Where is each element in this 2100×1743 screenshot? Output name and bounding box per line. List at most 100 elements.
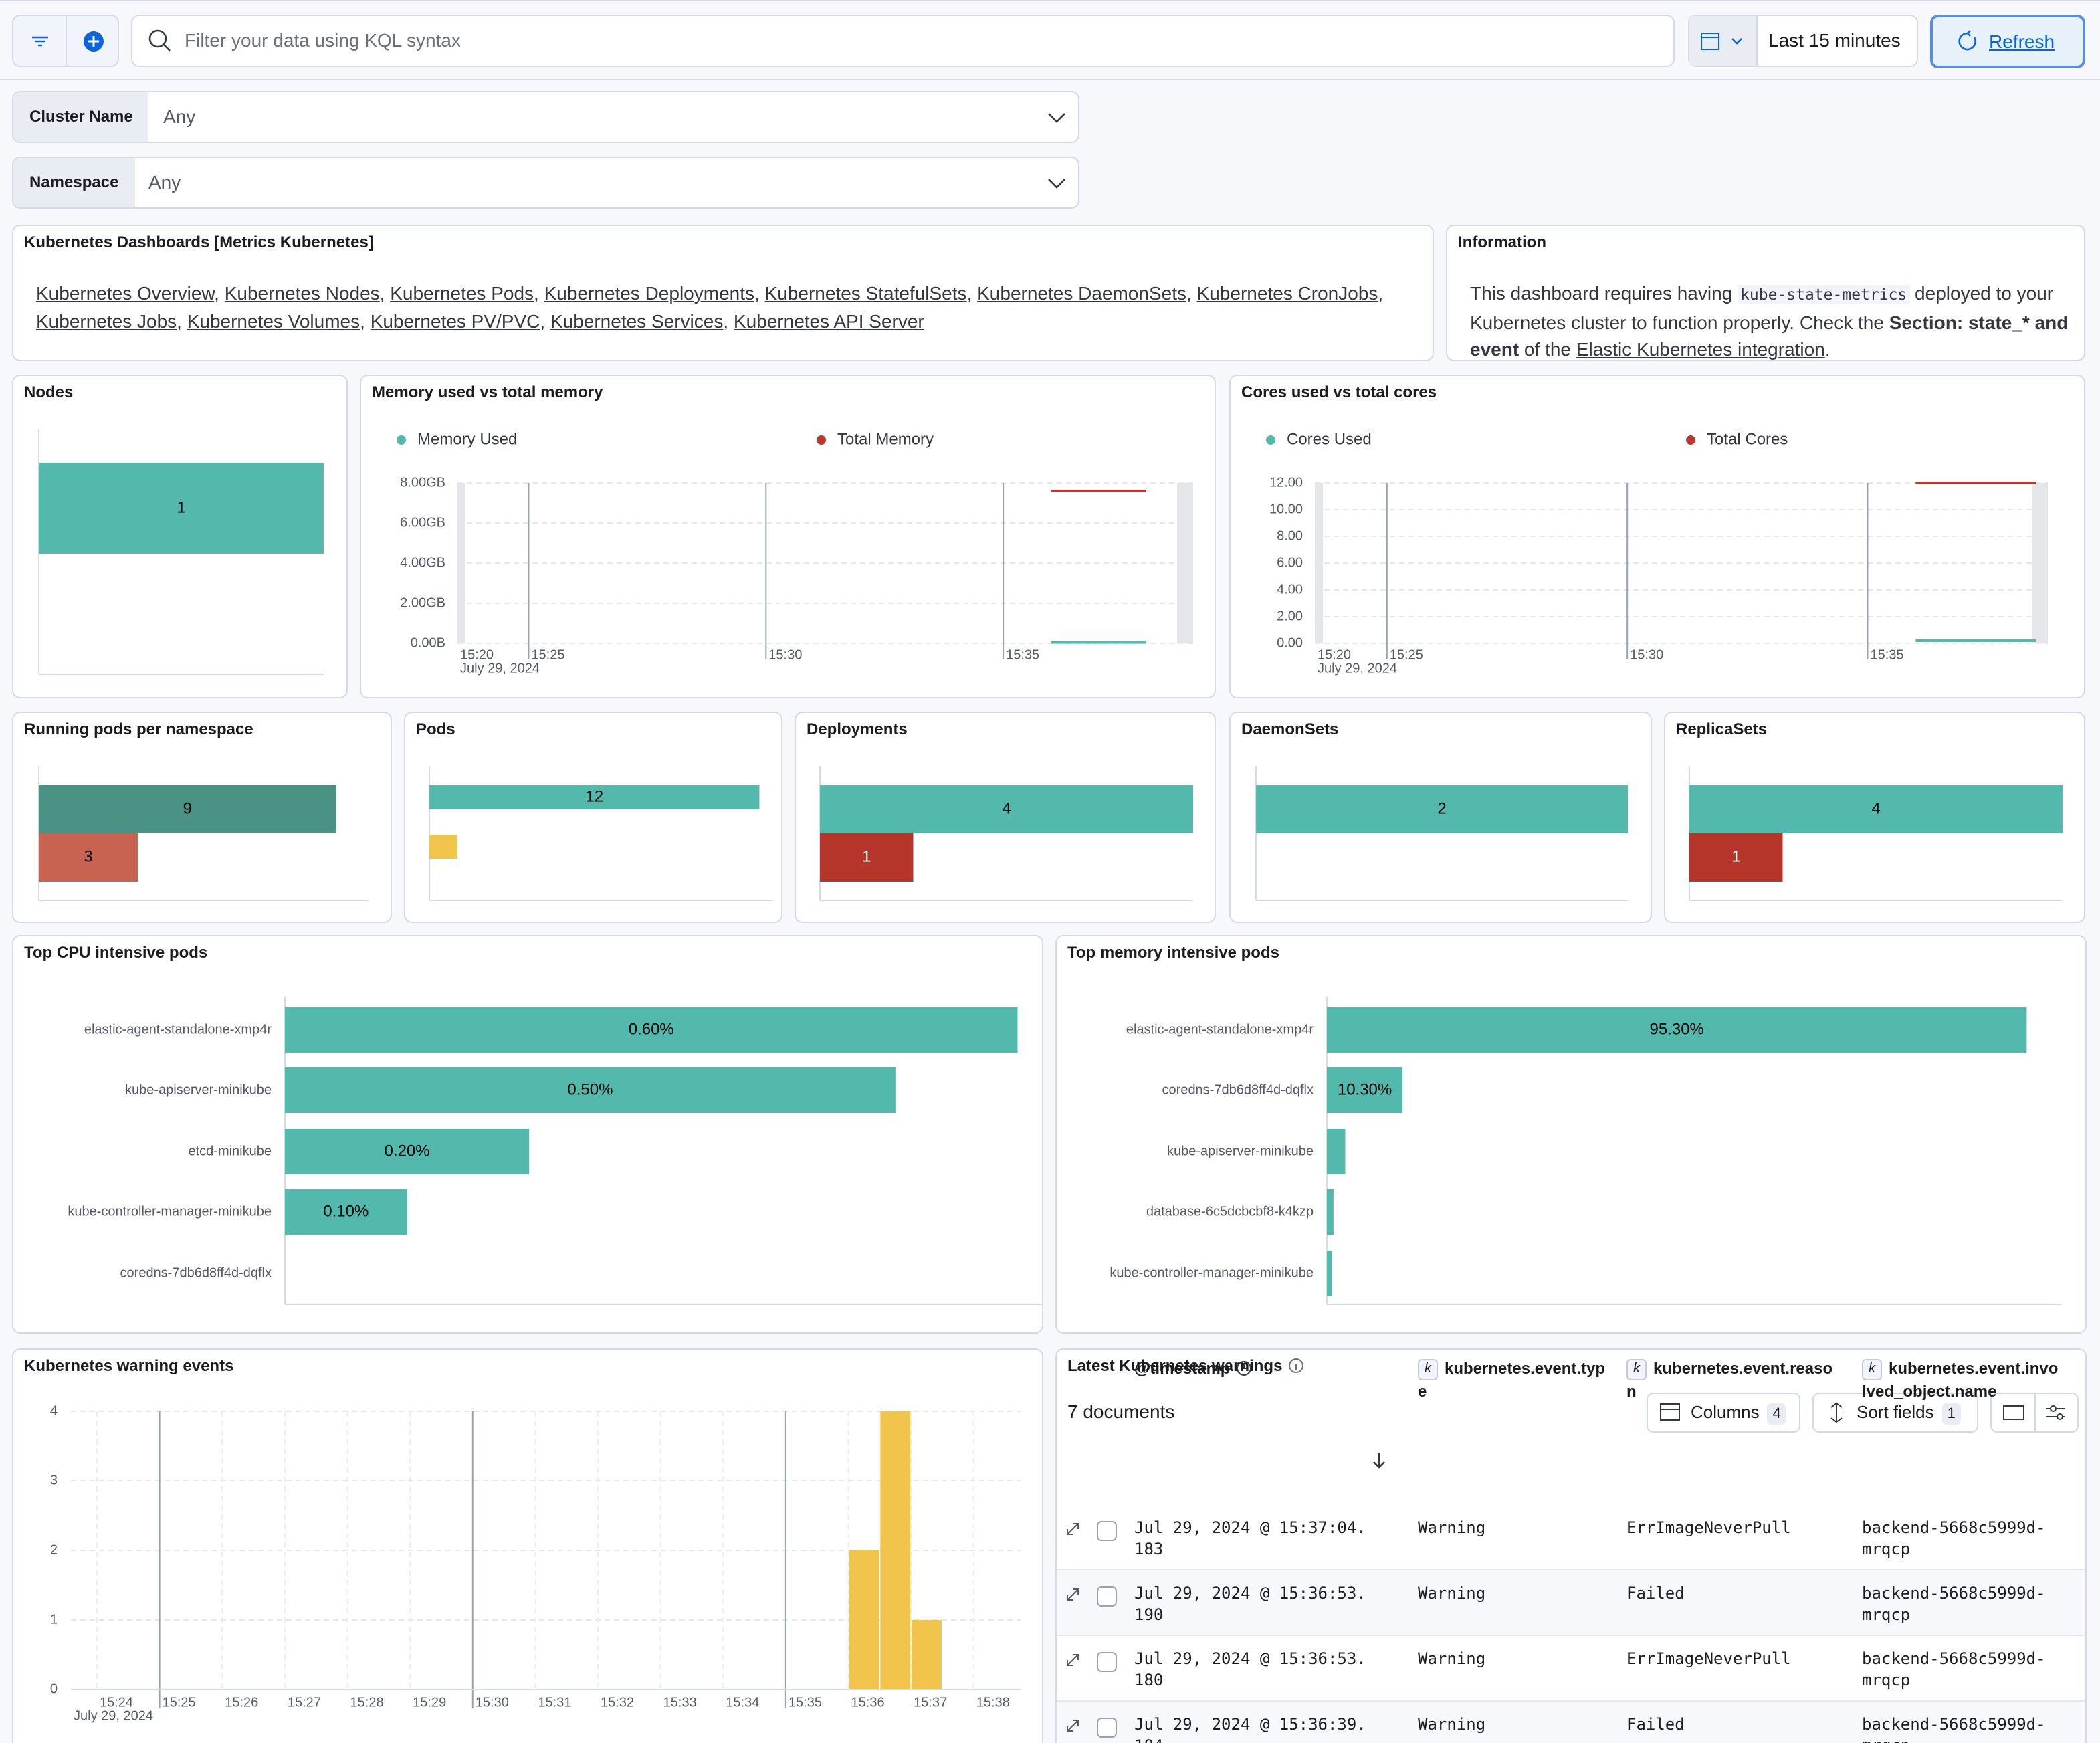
chevron [1048,113,1065,123]
column-header[interactable]: k kubernetes.event.type [1418,1358,1612,1402]
table-row: Jul 29, 2024 @ 15:36:53.180 Warning ErrIma… [1057,1636,2085,1702]
control-value: Any [163,106,196,127]
table-cell: Warning [1418,1584,1486,1603]
dashboard-link[interactable]: Kubernetes Nodes [224,282,380,304]
table-cell: Warning [1418,1649,1486,1668]
search-icon [148,29,171,52]
legend-label[interactable]: Memory Used [417,430,517,448]
value-label: 1 [177,498,185,516]
dashboard-link[interactable]: Kubernetes Deployments [544,282,754,304]
dashboard-link[interactable]: Kubernetes Overview [36,282,215,304]
display-buttons[interactable] [1990,1393,2079,1433]
y-tick-label: 8.00 [1277,528,1303,543]
refresh-button[interactable]: Refresh [1930,15,2085,68]
table-cell: ErrImageNeverPull [1626,1518,1791,1537]
namespace-control[interactable]: Namespace Any [12,157,1079,209]
y-tick-label: 4.00 [1277,582,1303,597]
separator: , [177,310,187,331]
x-tick-label: 15:38 [976,1695,1010,1710]
panel-title: Kubernetes warning events [24,1356,234,1375]
refresh-icon [1958,30,1976,51]
chart-panel: 2 DaemonSets [1229,712,1652,923]
chart: elastic-agent-standalone-xmp4r 0.60% kube-… [68,997,1042,1305]
row-controls [1067,1586,1117,1607]
y-tick-label: 4 [50,1403,58,1418]
time-range[interactable]: Last 15 minutes [1768,29,1901,51]
chart-panel: 0 1 2 3 4 15:24 15:25 15:26 15:27 15:28 15:29 15:30… [12,1348,1043,1743]
panel-title: Top memory intensive pods [1067,943,1279,962]
bar [39,833,138,882]
chart-panel: elastic-agent-standalone-xmp4r 95.30% core… [1055,935,2087,1334]
dashboard-link[interactable]: Kubernetes Volumes [187,310,360,331]
column-header[interactable]: @timestamp [1134,1358,1375,1379]
dashboard-link[interactable]: Kubernetes Jobs [36,310,177,331]
expand-icon[interactable] [1067,1523,1079,1535]
dashboard-link[interactable]: Kubernetes StatefulSets [764,282,967,304]
table-cell: backend-5668c5999d-mrqcp [1862,1518,2046,1558]
y-tick-label: 2 [50,1542,58,1557]
filter-icons [32,16,104,66]
column-header[interactable]: k kubernetes.event.involved_object.name [1862,1358,2063,1402]
dashboard-link[interactable]: Kubernetes DaemonSets [977,282,1186,304]
legend-label[interactable]: Total Cores [1707,430,1788,448]
columns-button[interactable]: Columns 4 [1647,1393,1800,1433]
table-cell: Jul 29, 2024 @ 15:36:39.184 [1134,1715,1366,1743]
dashboard-link[interactable]: Kubernetes CronJobs [1196,282,1378,304]
dashboard-link[interactable]: Kubernetes Pods [390,282,534,304]
info-text: kube-state-metrics [1738,285,1910,304]
y-tick-label: 0 [50,1681,58,1696]
column-header[interactable]: k kubernetes.event.reason [1626,1358,1841,1402]
sort-button[interactable]: Sort fields 1 [1812,1393,1978,1433]
dashboard-link[interactable]: Kubernetes PV/PVC [370,310,540,331]
chart-panel: 0.00 2.00 4.00 6.00 8.00 10.00 12.00 15:25 15:30… [1229,375,2085,698]
cluster-control[interactable]: Cluster Name Any [12,91,1079,143]
value-label: 3 [84,847,92,865]
warnings-table-panel: Latest Kubernetes warnings 7 documents C… [1055,1348,2087,1743]
row-checkbox[interactable] [1097,1586,1117,1607]
row-checkbox[interactable] [1097,1521,1117,1541]
y-tick-label: 6.00 [1277,555,1303,570]
separator: , [534,282,544,304]
bar [820,785,1193,833]
dashboard-link[interactable]: Kubernetes Services [550,310,724,331]
legend-label[interactable]: Cores Used [1287,430,1372,448]
icon-rect [1660,1403,1680,1421]
expand-icon[interactable] [1067,1654,1079,1666]
control-label: Namespace [13,158,135,207]
date-quick-menu[interactable] [1689,16,1758,66]
info-text: This dashboard requires having kube-stat… [1470,280,2072,360]
value-label: 1 [862,847,871,865]
panel-title: ReplicaSets [1676,720,1768,738]
query-bar: Filter your data using KQL syntax Last 1… [0,0,2100,80]
x-tick-label: 15:33 [663,1695,697,1710]
columns-icon [1660,1403,1680,1421]
chart: 0 1 2 3 4 15:24 15:25 15:26 15:27 15:28 15:29 15:30… [50,1403,1021,1723]
filter-button-group[interactable] [12,15,119,67]
y-tick-label: 0.00B [411,635,445,650]
separator: , [966,282,978,304]
separator: , [1378,282,1384,304]
x-sublabel: July 29, 2024 [74,1708,153,1723]
expand-icon[interactable] [1067,1588,1079,1601]
date-picker[interactable]: Last 15 minutes [1688,15,1918,67]
x-tick-label: 15:30 [476,1695,509,1710]
expand-icon[interactable] [1067,1720,1079,1732]
category-label: kube-controller-manager-minikube [68,1204,272,1219]
row-checkbox[interactable] [1097,1652,1117,1672]
panel-title: Pods [416,720,455,738]
icon-hands [1243,1364,1247,1369]
chart: 41 [1689,766,2063,901]
search-input[interactable]: Filter your data using KQL syntax [131,15,1675,67]
chart: 1 [38,429,324,675]
row-controls [1067,1652,1117,1672]
calendar-icon [1701,33,1742,50]
dashboard-link[interactable]: Kubernetes API Server [733,310,924,331]
x-tick-label: 15:37 [914,1695,947,1710]
legend-marker [1266,435,1275,445]
panel-title: Latest Kubernetes warnings [1067,1356,1305,1375]
legend-label[interactable]: Total Memory [837,430,934,448]
info-link[interactable]: Elastic Kubernetes integration [1576,338,1825,360]
row-checkbox[interactable] [1097,1718,1117,1738]
x-tick-label: 15:25 [531,647,564,662]
bar [285,1007,1018,1053]
